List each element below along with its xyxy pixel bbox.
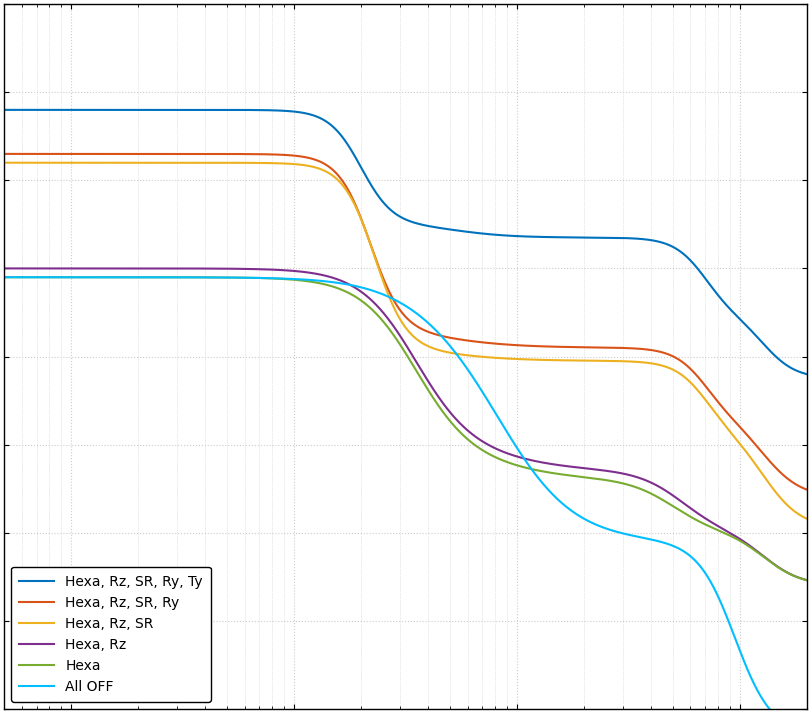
Hexa, Rz	[700, 513, 710, 522]
Hexa, Rz	[91, 264, 101, 272]
Hexa, Rz	[139, 264, 148, 272]
Hexa, Rz, SR, Ry	[0, 150, 9, 158]
Hexa	[342, 288, 352, 297]
Hexa, Rz, SR, Ry, Ty	[0, 106, 9, 114]
Hexa, Rz, SR	[786, 504, 796, 513]
Line: Hexa, Rz, SR, Ry: Hexa, Rz, SR, Ry	[4, 154, 807, 490]
Hexa	[786, 570, 796, 579]
Hexa	[0, 273, 9, 282]
All OFF	[91, 273, 101, 282]
Hexa, Rz	[0, 264, 9, 272]
Hexa, Rz, SR, Ry	[786, 477, 796, 486]
Hexa, Rz, SR, Ry	[91, 150, 101, 158]
All OFF	[700, 568, 710, 576]
Hexa, Rz	[342, 279, 352, 287]
Hexa, Rz, SR, Ry, Ty	[307, 111, 317, 119]
All OFF	[0, 273, 9, 282]
Hexa, Rz, SR	[139, 158, 148, 167]
Hexa, Rz, SR	[0, 158, 9, 167]
Hexa, Rz, SR, Ry	[139, 150, 148, 158]
Hexa, Rz	[802, 576, 811, 585]
Hexa, Rz, SR, Ry, Ty	[342, 139, 352, 148]
Hexa, Rz, SR, Ry, Ty	[802, 370, 811, 379]
Hexa, Rz, SR, Ry, Ty	[91, 106, 101, 114]
Hexa	[91, 273, 101, 282]
Legend: Hexa, Rz, SR, Ry, Ty, Hexa, Rz, SR, Ry, Hexa, Rz, SR, Hexa, Rz, Hexa, All OFF: Hexa, Rz, SR, Ry, Ty, Hexa, Rz, SR, Ry, …	[11, 567, 211, 702]
Hexa, Rz, SR, Ry	[700, 381, 710, 389]
Line: Hexa, Rz, SR: Hexa, Rz, SR	[4, 163, 807, 519]
Line: All OFF: All OFF	[4, 277, 807, 713]
Hexa, Rz, SR	[307, 163, 317, 171]
Hexa, Rz, SR, Ry	[307, 155, 317, 163]
Hexa, Rz, SR, Ry, Ty	[139, 106, 148, 114]
Line: Hexa: Hexa	[4, 277, 807, 580]
Line: Hexa, Rz: Hexa, Rz	[4, 268, 807, 580]
Hexa	[802, 576, 811, 585]
All OFF	[342, 280, 352, 289]
Hexa	[700, 520, 710, 528]
Hexa, Rz, SR	[700, 394, 710, 403]
Hexa, Rz, SR	[802, 515, 811, 523]
Hexa, Rz, SR, Ry, Ty	[786, 364, 796, 372]
Hexa, Rz, SR, Ry	[802, 486, 811, 494]
Hexa, Rz, SR, Ry	[342, 183, 352, 192]
Hexa, Rz	[307, 269, 317, 277]
Hexa, Rz	[786, 570, 796, 579]
Hexa, Rz, SR	[342, 187, 352, 195]
Hexa, Rz, SR	[91, 158, 101, 167]
Hexa, Rz, SR, Ry, Ty	[700, 273, 710, 282]
All OFF	[139, 273, 148, 282]
Hexa	[307, 277, 317, 286]
Line: Hexa, Rz, SR, Ry, Ty: Hexa, Rz, SR, Ry, Ty	[4, 110, 807, 374]
Hexa	[139, 273, 148, 282]
All OFF	[307, 276, 317, 284]
